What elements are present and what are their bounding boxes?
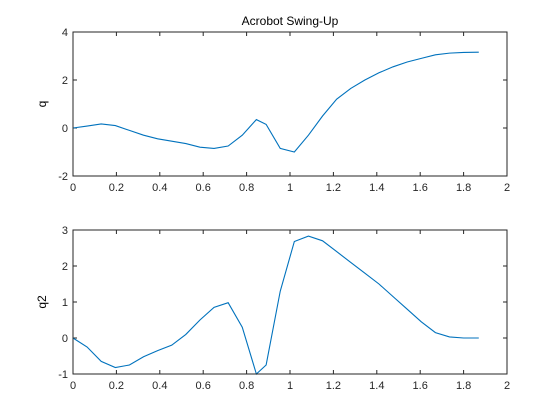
- bottom-y-tick-label: 0: [62, 333, 68, 345]
- chart-title: Acrobot Swing-Up: [242, 14, 339, 28]
- top-y-tick-label: -2: [58, 171, 68, 183]
- bottom-y-tick-label: -1: [58, 369, 68, 381]
- bottom-x-tick-label: 0.4: [152, 380, 167, 392]
- bottom-x-tick-label: 1.6: [413, 380, 428, 392]
- bottom-x-tick-label: 1.4: [369, 380, 384, 392]
- bottom-y-axis-label: q2: [35, 295, 49, 309]
- bottom-y-tick-label: 1: [62, 297, 68, 309]
- top-x-tick-label: 1.2: [326, 182, 341, 194]
- bottom-x-tick-label: 1: [287, 380, 293, 392]
- top-y-tick-label: 2: [62, 75, 68, 87]
- top-x-tick-label: 2: [504, 182, 510, 194]
- top-y-tick-label: 4: [62, 27, 68, 39]
- top-x-tick-label: 1.6: [413, 182, 428, 194]
- bottom-y-tick-label: 2: [62, 261, 68, 273]
- bottom-x-tick-label: 0: [70, 380, 76, 392]
- bottom-x-tick-label: 0.6: [196, 380, 211, 392]
- bottom-x-tick-label: 2: [504, 380, 510, 392]
- top-axes: Acrobot Swing-Up q 0 0.2 0.4 0.6 0.8 1 1.2 1.4 1…: [35, 14, 510, 194]
- top-x-tick-label: 0.2: [109, 182, 124, 194]
- top-x-tick-label: 1.4: [369, 182, 384, 194]
- top-x-tick-label: 1: [287, 182, 293, 194]
- top-y-axis-label: q: [35, 101, 49, 108]
- top-x-tick-label: 0: [70, 182, 76, 194]
- bottom-axes-box: [72, 229, 508, 375]
- top-x-tick-label: 0.6: [196, 182, 211, 194]
- bottom-q2-series-line: [72, 235, 479, 375]
- bottom-x-tick-label: 1.2: [326, 380, 341, 392]
- bottom-x-tick-label: 0.8: [239, 380, 254, 392]
- top-axes-box: [72, 31, 508, 177]
- bottom-x-tick-label: 0.2: [109, 380, 124, 392]
- top-x-tick-label: 0.8: [239, 182, 254, 194]
- top-y-tick-label: 0: [62, 123, 68, 135]
- bottom-y-tick-label: 3: [62, 225, 68, 237]
- top-x-tick-label: 1.8: [456, 182, 471, 194]
- top-x-tick-label: 0.4: [152, 182, 167, 194]
- top-q-series-line: [72, 51, 479, 153]
- bottom-x-tick-label: 1.8: [456, 380, 471, 392]
